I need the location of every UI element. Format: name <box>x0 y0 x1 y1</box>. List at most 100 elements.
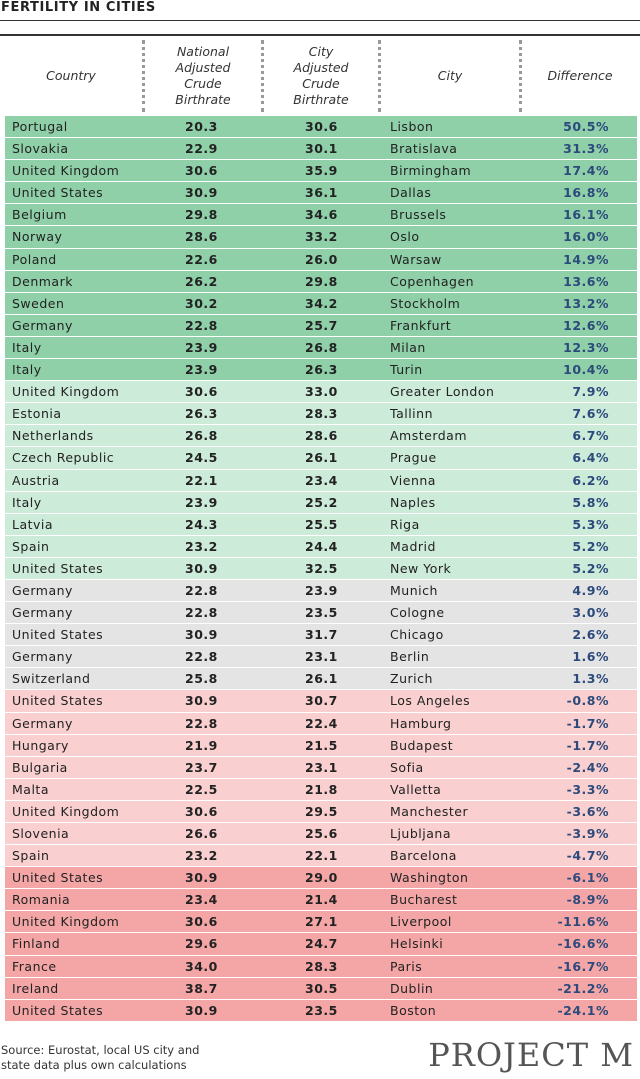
difference-cell: 7.6% <box>572 406 609 422</box>
national-birthrate-cell: 30.9 <box>185 870 218 886</box>
city-birthrate-cell: 26.3 <box>305 362 338 378</box>
city-birthrate-cell: 36.1 <box>305 185 338 201</box>
city-birthrate-cell: 26.1 <box>305 450 338 466</box>
project-m-logo: PROJECT M <box>428 1036 634 1074</box>
national-birthrate-cell: 30.6 <box>185 803 218 819</box>
table-row: United States 30.9 29.0 Washington -6.1% <box>5 867 637 890</box>
city-birthrate-cell: 33.0 <box>305 384 338 400</box>
country-cell: United Kingdom <box>12 914 120 930</box>
table-row: Norway 28.6 33.2 Oslo 16.0% <box>5 226 637 249</box>
national-birthrate-cell: 29.6 <box>185 936 218 952</box>
country-cell: United States <box>12 185 104 201</box>
national-birthrate-cell: 26.8 <box>185 428 218 444</box>
city-cell: Riga <box>390 516 420 532</box>
country-cell: Hungary <box>12 737 69 753</box>
national-birthrate-cell: 30.9 <box>185 560 218 576</box>
national-birthrate-cell: 23.2 <box>185 538 218 554</box>
country-cell: United States <box>12 1002 104 1018</box>
table-row: Spain 23.2 22.1 Barcelona -4.7% <box>5 845 637 868</box>
national-birthrate-cell: 22.1 <box>185 472 218 488</box>
difference-cell: -3.6% <box>566 803 609 819</box>
difference-cell: 3.0% <box>572 605 609 621</box>
city-birthrate-cell: 23.5 <box>305 1002 338 1018</box>
country-cell: Ireland <box>12 980 59 996</box>
country-cell: Malta <box>12 781 49 797</box>
difference-cell: 10.4% <box>563 362 609 378</box>
national-birthrate-cell: 25.8 <box>185 671 218 687</box>
city-cell: Sofia <box>390 759 424 775</box>
difference-cell: 6.7% <box>572 428 609 444</box>
table-row: Italy 23.9 26.3 Turin 10.4% <box>5 359 637 382</box>
national-birthrate-cell: 26.2 <box>185 273 218 289</box>
table-row: Estonia 26.3 28.3 Tallinn 7.6% <box>5 403 637 426</box>
city-cell: Birmingham <box>390 163 472 179</box>
city-cell: Ljubljana <box>390 826 451 841</box>
city-cell: Oslo <box>390 229 420 245</box>
difference-cell: 5.8% <box>572 494 609 510</box>
city-cell: Amsterdam <box>390 428 468 444</box>
national-birthrate-cell: 38.7 <box>185 980 218 996</box>
country-cell: Romania <box>12 892 71 908</box>
table-row: Switzerland 25.8 26.1 Zurich 1.3% <box>5 668 637 691</box>
city-birthrate-cell: 22.4 <box>305 715 338 731</box>
table-row: Spain 23.2 24.4 Madrid 5.2% <box>5 535 637 558</box>
city-birthrate-cell: 22.1 <box>305 848 338 864</box>
country-cell: Germany <box>12 715 73 731</box>
difference-cell: -3.3% <box>566 781 609 797</box>
national-birthrate-cell: 22.5 <box>185 781 218 797</box>
difference-cell: 13.2% <box>563 295 609 311</box>
national-birthrate-cell: 26.6 <box>185 826 218 841</box>
city-birthrate-cell: 28.3 <box>305 958 338 974</box>
table-row: Belgium 29.8 34.6 Brussels 16.1% <box>5 204 637 227</box>
city-cell: Manchester <box>390 803 469 819</box>
country-cell: Italy <box>12 362 42 378</box>
country-cell: Denmark <box>12 273 73 289</box>
country-cell: Germany <box>12 649 73 665</box>
table-row: Denmark 26.2 29.8 Copenhagen 13.6% <box>5 270 637 293</box>
national-birthrate-cell: 23.9 <box>185 339 218 355</box>
country-cell: Norway <box>12 229 63 245</box>
difference-cell: 1.6% <box>572 649 609 665</box>
difference-cell: -11.6% <box>557 914 609 930</box>
national-birthrate-cell: 24.5 <box>185 450 218 466</box>
city-cell: Stockholm <box>390 295 461 311</box>
table-row: Italy 23.9 25.2 Naples 5.8% <box>5 491 637 514</box>
country-cell: Slovenia <box>12 826 70 841</box>
city-cell: Prague <box>390 450 437 466</box>
country-cell: Bulgaria <box>12 759 68 775</box>
table-row: United Kingdom 30.6 35.9 Birmingham 17.4% <box>5 160 637 183</box>
city-birthrate-cell: 21.4 <box>305 892 338 908</box>
city-birthrate-cell: 35.9 <box>305 163 338 179</box>
national-birthrate-cell: 22.8 <box>185 605 218 621</box>
city-cell: Liverpool <box>390 914 452 930</box>
city-birthrate-cell: 28.6 <box>305 428 338 444</box>
national-birthrate-cell: 30.9 <box>185 185 218 201</box>
country-cell: Switzerland <box>12 671 91 687</box>
city-cell: Madrid <box>390 538 436 554</box>
country-cell: United States <box>12 560 104 576</box>
table-row: Romania 23.4 21.4 Bucharest -8.9% <box>5 889 637 912</box>
national-birthrate-cell: 30.6 <box>185 384 218 400</box>
difference-cell: -24.1% <box>557 1002 609 1018</box>
table-row: United States 30.9 32.5 New York 5.2% <box>5 557 637 580</box>
city-cell: Vienna <box>390 472 436 488</box>
table-row: United Kingdom 30.6 27.1 Liverpool -11.6% <box>5 911 637 934</box>
table-row: Germany 22.8 25.7 Frankfurt 12.6% <box>5 314 637 337</box>
city-cell: Cologne <box>390 605 445 621</box>
city-birthrate-cell: 26.1 <box>305 671 338 687</box>
table-row: Latvia 24.3 25.5 Riga 5.3% <box>5 513 637 536</box>
country-cell: Italy <box>12 494 42 510</box>
city-cell: Barcelona <box>390 848 457 864</box>
national-birthrate-cell: 23.4 <box>185 892 218 908</box>
country-cell: United Kingdom <box>12 163 120 179</box>
country-cell: Germany <box>12 605 73 621</box>
national-birthrate-cell: 22.8 <box>185 317 218 333</box>
table-row: United Kingdom 30.6 33.0 Greater London 7.9% <box>5 381 637 404</box>
country-cell: Spain <box>12 848 50 864</box>
difference-cell: 13.6% <box>563 273 609 289</box>
city-birthrate-cell: 29.0 <box>305 870 338 886</box>
column-separator <box>519 40 522 112</box>
column-separator <box>142 40 145 112</box>
national-birthrate-cell: 30.6 <box>185 163 218 179</box>
difference-cell: 50.5% <box>563 119 609 134</box>
